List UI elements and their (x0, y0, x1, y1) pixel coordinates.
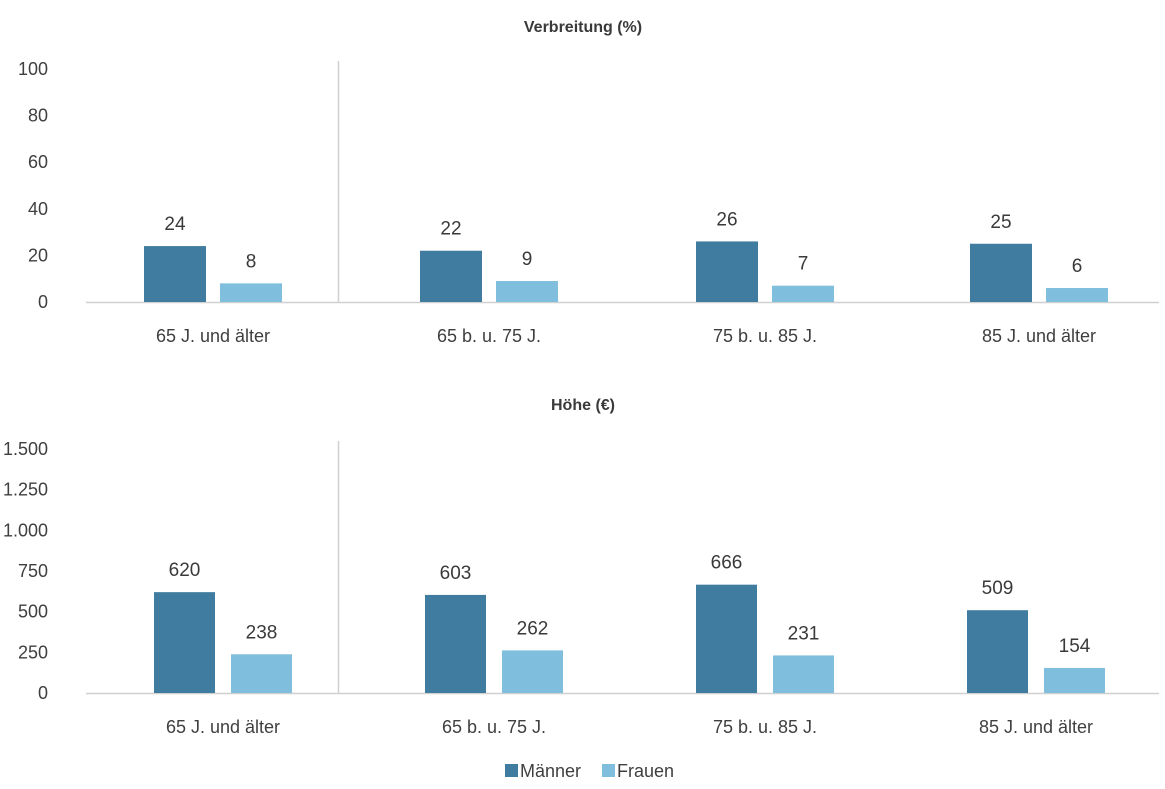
y-tick-label: 250 (18, 642, 48, 662)
bar-frauen (231, 654, 292, 693)
data-label: 6 (1072, 256, 1083, 277)
x-category-label: 75 b. u. 85 J. (713, 717, 817, 737)
bar-maenner (967, 610, 1028, 693)
data-label: 7 (798, 254, 809, 275)
data-label: 231 (788, 623, 820, 644)
x-category-label: 85 J. und älter (979, 717, 1093, 737)
legend-label: Frauen (617, 761, 674, 781)
bar-frauen (496, 281, 558, 302)
data-label: 26 (716, 209, 737, 230)
bar-frauen (773, 655, 834, 693)
bar-frauen (502, 650, 563, 693)
data-label: 24 (164, 214, 186, 235)
y-tick-label: 1.000 (3, 520, 48, 540)
x-category-label: 65 J. und älter (166, 717, 280, 737)
y-tick-label: 0 (38, 292, 48, 312)
data-label: 666 (711, 553, 743, 574)
x-category-label: 75 b. u. 85 J. (713, 326, 817, 346)
data-label: 25 (990, 212, 1011, 233)
bar-maenner (420, 250, 482, 302)
data-label: 8 (246, 251, 257, 272)
bar-frauen (1046, 288, 1108, 302)
y-tick-label: 1.250 (3, 480, 48, 500)
y-tick-label: 500 (18, 602, 48, 622)
legend-swatch-frauen (602, 764, 615, 777)
legend-label: Männer (520, 761, 581, 781)
bar-maenner (425, 594, 486, 693)
y-tick-label: 0 (38, 683, 48, 703)
data-label: 238 (246, 622, 278, 643)
bar-frauen (1044, 667, 1105, 693)
bar-frauen (220, 283, 282, 302)
data-label: 154 (1059, 636, 1091, 657)
x-category-label: 65 b. u. 75 J. (442, 717, 546, 737)
bar-maenner (144, 246, 206, 302)
chart-title-1: Höhe (€) (551, 397, 615, 414)
y-tick-label: 1.500 (3, 439, 48, 459)
x-category-label: 65 J. und älter (156, 326, 270, 346)
y-tick-label: 40 (28, 199, 48, 219)
data-label: 262 (517, 618, 549, 639)
y-tick-label: 60 (28, 152, 48, 172)
chart-title-0: Verbreitung (%) (524, 19, 642, 36)
bar-maenner (154, 592, 215, 693)
bar-maenner (696, 584, 757, 693)
data-label: 9 (522, 249, 533, 270)
bar-maenner (696, 241, 758, 302)
bar-frauen (772, 285, 834, 302)
data-label: 22 (440, 219, 461, 240)
x-category-label: 85 J. und älter (982, 326, 1096, 346)
legend-swatch-maenner (505, 764, 518, 777)
y-tick-label: 20 (28, 245, 48, 265)
y-tick-label: 80 (28, 106, 48, 126)
data-label: 620 (169, 560, 201, 581)
y-tick-label: 750 (18, 561, 48, 581)
x-category-label: 65 b. u. 75 J. (437, 326, 541, 346)
bar-maenner (970, 243, 1032, 302)
data-label: 603 (440, 563, 472, 584)
y-tick-label: 100 (18, 59, 48, 79)
data-label: 509 (982, 578, 1014, 599)
